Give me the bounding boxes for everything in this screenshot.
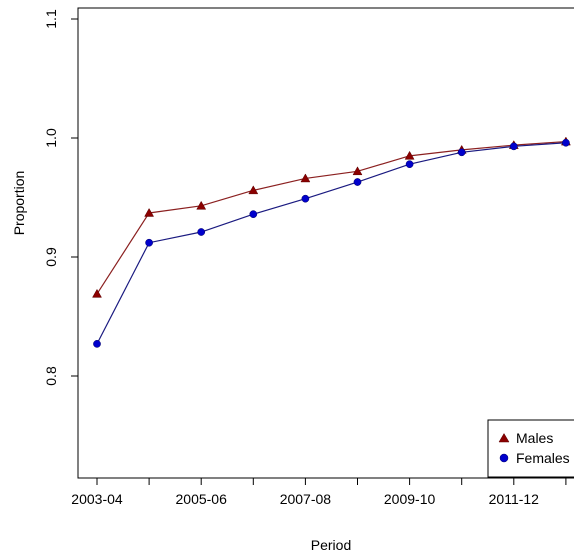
legend-marker-males [498, 433, 510, 443]
point-males [300, 173, 311, 183]
x-axis-title: Period [311, 537, 351, 553]
x-tick-label: 2005-06 [176, 491, 228, 507]
point-males [196, 200, 207, 210]
y-axis-ticks: 0.8 0.9 1.0 1.1 [43, 9, 78, 386]
point-males [404, 150, 415, 160]
series-males [92, 136, 571, 298]
point-females [197, 228, 206, 236]
point-females [145, 238, 153, 247]
x-tick-label: 2003-04 [71, 491, 123, 507]
y-tick-label: 0.8 [43, 366, 59, 386]
x-tick-label: 2007-08 [280, 491, 332, 507]
legend-box [487, 419, 574, 478]
x-tick-label: 2011-12 [489, 491, 540, 507]
legend-label-females: Females [516, 450, 570, 466]
series-line-males [96, 140, 566, 295]
point-males [352, 166, 363, 176]
y-axis-title: Proportion [11, 171, 27, 236]
point-females [405, 160, 414, 169]
point-females [457, 148, 466, 157]
series-females [93, 138, 570, 348]
point-females [509, 142, 518, 151]
legend: Males Females [487, 419, 574, 478]
x-tick-label: 2009-10 [384, 491, 436, 507]
legend-marker-females [499, 453, 509, 463]
series-layer [92, 136, 571, 348]
point-females [93, 340, 101, 348]
point-males [92, 288, 102, 298]
y-tick-label: 0.9 [43, 247, 59, 267]
point-females [562, 138, 570, 147]
point-males [144, 207, 155, 217]
x-axis-ticks: 2003-04 2005-06 2007-08 2009-10 2011-12 [71, 478, 567, 507]
legend-label-males: Males [516, 430, 553, 446]
point-females [249, 210, 258, 219]
y-tick-label: 1.0 [43, 128, 59, 148]
point-males [248, 185, 259, 195]
y-tick-label: 1.1 [43, 9, 59, 29]
series-line-females [96, 142, 566, 345]
point-females [353, 178, 362, 186]
point-females [301, 194, 310, 203]
